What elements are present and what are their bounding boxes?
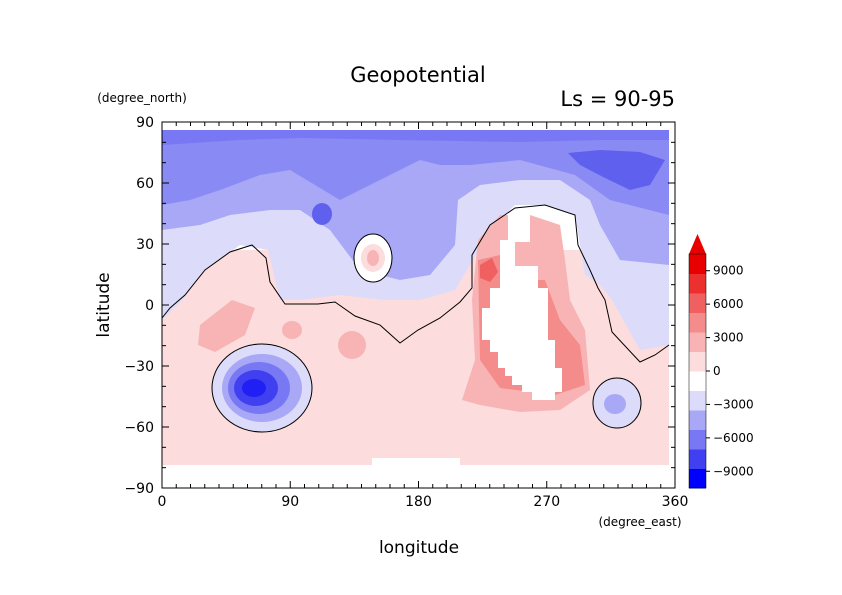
y-tick-label: −90 [124, 481, 154, 497]
y-tick-label: 0 [145, 298, 154, 314]
field-southern-missing [372, 458, 460, 471]
y-tick-label: −30 [124, 359, 154, 375]
colorbar-segment [689, 410, 706, 430]
field-negative-band-4 [162, 130, 669, 145]
field-low-5 [242, 379, 266, 397]
colorbar-segment [689, 312, 706, 333]
colorbar-segment [689, 449, 706, 469]
y-tick-label: 90 [136, 115, 154, 131]
geopotential-field [162, 122, 675, 488]
zero-contour-low-southeast [592, 377, 642, 429]
y-tick-labels: −90 −60 −30 0 30 60 90 [124, 115, 154, 497]
colorbar-label: −9000 [713, 464, 754, 478]
colorbar-segment [689, 351, 706, 372]
x-tick-labels: 0 90 180 270 360 [158, 494, 689, 510]
field-low-northwest [312, 203, 332, 225]
field-missing-data [482, 212, 562, 400]
field-high-bubble-center [367, 250, 379, 266]
colorbar [688, 234, 710, 489]
x-tick-label: 0 [158, 494, 167, 510]
y-units: (degree_north) [97, 91, 187, 105]
field-positive-band-4 [480, 258, 498, 282]
axis-ticks [161, 121, 676, 489]
colorbar-label: 0 [713, 364, 721, 378]
colorbar-label: 6000 [713, 297, 744, 311]
chart-title: Geopotential [350, 63, 485, 87]
y-tick-label: −60 [124, 420, 154, 436]
colorbar-segment [689, 371, 706, 391]
colorbar-label: 3000 [713, 331, 744, 345]
colorbar-segment [689, 254, 706, 274]
field-negative-band-3 [162, 130, 669, 215]
x-axis-label: longitude [379, 538, 459, 558]
colorbar-labels: −9000 −6000 −3000 0 3000 6000 9000 [713, 264, 754, 479]
colorbar-segment [689, 429, 706, 450]
colorbar-label: −3000 [713, 397, 754, 411]
y-tick-label: 30 [136, 237, 154, 253]
field-positive-patch-central [282, 321, 302, 339]
x-tick-label: 90 [281, 494, 299, 510]
colorbar-segment [689, 332, 706, 352]
y-tick-label: 60 [136, 176, 154, 192]
x-units: (degree_east) [598, 515, 681, 529]
colorbar-extend-arrow [689, 234, 706, 254]
colorbar-segment [689, 273, 706, 294]
zero-contour-bubble [353, 233, 393, 283]
field-low-northeast [568, 150, 665, 190]
colorbar-segment [689, 468, 706, 489]
field-low-southeast-core [604, 394, 626, 414]
colorbar-segment [689, 293, 706, 313]
x-tick-label: 270 [533, 494, 560, 510]
chart-subtitle: Ls = 90-95 [560, 87, 675, 111]
zero-contour-low [211, 343, 313, 433]
x-tick-label: 360 [662, 494, 689, 510]
x-tick-label: 180 [405, 494, 432, 510]
field-positive-patch-east [338, 331, 366, 359]
colorbar-segment [689, 390, 706, 411]
y-axis-label: latitude [94, 272, 114, 337]
field-positive-patch-west [198, 300, 255, 352]
colorbar-label: 9000 [713, 264, 744, 278]
zero-contour-main [162, 204, 670, 363]
colorbar-label: −6000 [713, 431, 754, 445]
